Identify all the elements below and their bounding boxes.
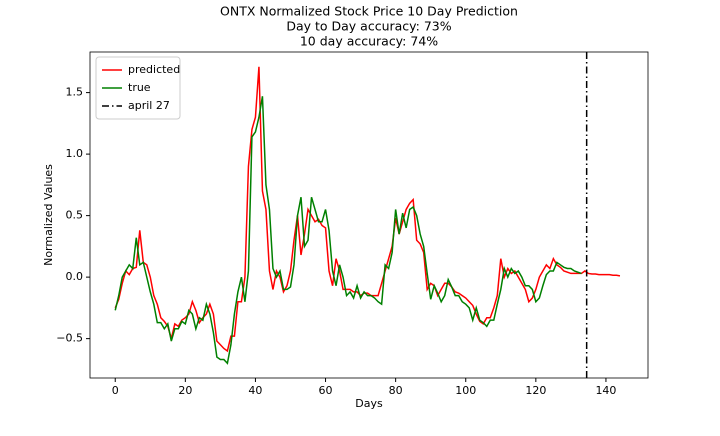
x-tick-label: 80: [389, 384, 403, 397]
legend-label: predicted: [128, 63, 180, 76]
y-axis-label: Normalized Values: [42, 164, 55, 266]
series-line: [114, 96, 582, 365]
x-axis-label: Days: [355, 397, 383, 410]
y-tick-label: −0.5: [56, 332, 83, 345]
x-tick-label: 60: [319, 384, 333, 397]
x-tick-label: 140: [595, 384, 616, 397]
x-tick-label: 40: [248, 384, 262, 397]
y-tick-label: 1.5: [66, 86, 84, 99]
legend-label: april 27: [128, 99, 170, 112]
series-line: [114, 66, 621, 353]
chart-subtitle: Day to Day accuracy: 73%: [286, 19, 451, 34]
axes-frame: [89, 51, 649, 379]
y-tick-label: 0.0: [66, 270, 84, 283]
y-tick-label: 1.0: [66, 147, 84, 160]
chart-subtitle: 10 day accuracy: 74%: [300, 34, 438, 49]
x-tick-label: 120: [525, 384, 546, 397]
legend-label: true: [128, 81, 151, 94]
x-tick-label: 100: [455, 384, 476, 397]
x-tick-label: 20: [178, 384, 192, 397]
y-tick-label: 0.5: [66, 209, 84, 222]
x-tick-label: 0: [112, 384, 119, 397]
legend-box: [95, 56, 181, 120]
chart-title: ONTX Normalized Stock Price 10 Day Predi…: [220, 4, 518, 19]
